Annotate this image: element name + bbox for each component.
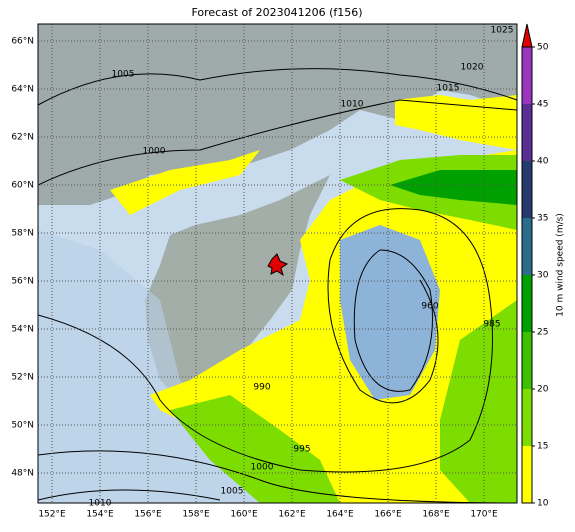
star-marker <box>267 253 289 277</box>
lon-label: 166°E <box>374 510 402 520</box>
colorbar-segment <box>522 446 532 503</box>
lat-label: 58°N <box>11 229 34 239</box>
contour-label: 995 <box>293 445 310 455</box>
sea-shade <box>38 230 320 503</box>
lon-label: 154°E <box>86 510 114 520</box>
colorbar-extend <box>521 23 533 48</box>
graticule <box>38 24 517 503</box>
lon-label: 152°E <box>38 510 66 520</box>
colorbar-segment <box>522 47 532 104</box>
lat-label: 62°N <box>11 133 34 143</box>
lat-label: 50°N <box>11 421 34 431</box>
colorbar-tick-label: 30 <box>537 271 549 281</box>
wind-15-20 <box>440 300 517 503</box>
contour-label: 1000 <box>251 463 274 473</box>
title: Forecast of 2023041206 (f156) <box>191 6 362 19</box>
colorbar-segment <box>522 389 532 446</box>
map-frame <box>37 23 518 504</box>
lat-label: 66°N <box>11 37 34 47</box>
lat-label: 52°N <box>11 373 34 383</box>
lat-label: 56°N <box>11 277 34 287</box>
contour-label: 1000 <box>143 147 166 157</box>
lat-label: 64°N <box>11 85 34 95</box>
colorbar: 10 15 20 25 30 35 40 45 50 10 m wind speed (m/s) <box>521 23 566 509</box>
colorbar-segment <box>522 161 532 218</box>
map <box>38 24 517 503</box>
colorbar-tick-label: 35 <box>537 214 548 224</box>
lon-label: 158°E <box>182 510 210 520</box>
contour-label: 1020 <box>461 63 484 73</box>
contour-label: 1010 <box>341 100 364 110</box>
colorbar-tick-label: 50 <box>537 43 549 53</box>
colorbar-segment <box>522 332 532 389</box>
lat-label: 48°N <box>11 469 34 479</box>
contour-label: 1025 <box>491 26 514 36</box>
lat-label: 54°N <box>11 325 34 335</box>
contour-label: 1015 <box>437 84 460 94</box>
lon-label: 170°E <box>470 510 498 520</box>
contour-label: 1005 <box>112 70 135 80</box>
wind-10-15 <box>395 95 517 150</box>
colorbar-tick-label: 40 <box>537 157 549 167</box>
lon-label: 168°E <box>422 510 450 520</box>
colorbar-tick-label: 20 <box>537 385 549 395</box>
lon-label: 160°E <box>230 510 258 520</box>
colorbar-tick-label: 25 <box>537 328 548 338</box>
colorbar-tick-label: 15 <box>537 442 548 452</box>
wind-15-20 <box>170 395 340 503</box>
colorbar-tick-label: 10 <box>537 499 549 509</box>
colorbar-tick-label: 45 <box>537 100 548 110</box>
contour-label: 990 <box>253 383 270 393</box>
contour-label: 960 <box>421 302 438 312</box>
lon-label: 164°E <box>326 510 354 520</box>
calm-core <box>340 225 440 400</box>
wind-25-30 <box>390 170 517 205</box>
colorbar-segment <box>522 218 532 275</box>
colorbar-segment <box>522 275 532 332</box>
colorbar-label: 10 m wind speed (m/s) <box>556 213 566 317</box>
lon-label: 162°E <box>278 510 306 520</box>
colorbar-segment <box>522 104 532 161</box>
land-kamchatka <box>145 175 330 395</box>
lon-label: 156°E <box>134 510 162 520</box>
lat-label: 60°N <box>11 181 34 191</box>
contour-label: 1010 <box>89 499 112 509</box>
contour-label: 985 <box>483 320 500 330</box>
contour-label: 1005 <box>221 487 244 497</box>
land-north <box>38 24 517 205</box>
